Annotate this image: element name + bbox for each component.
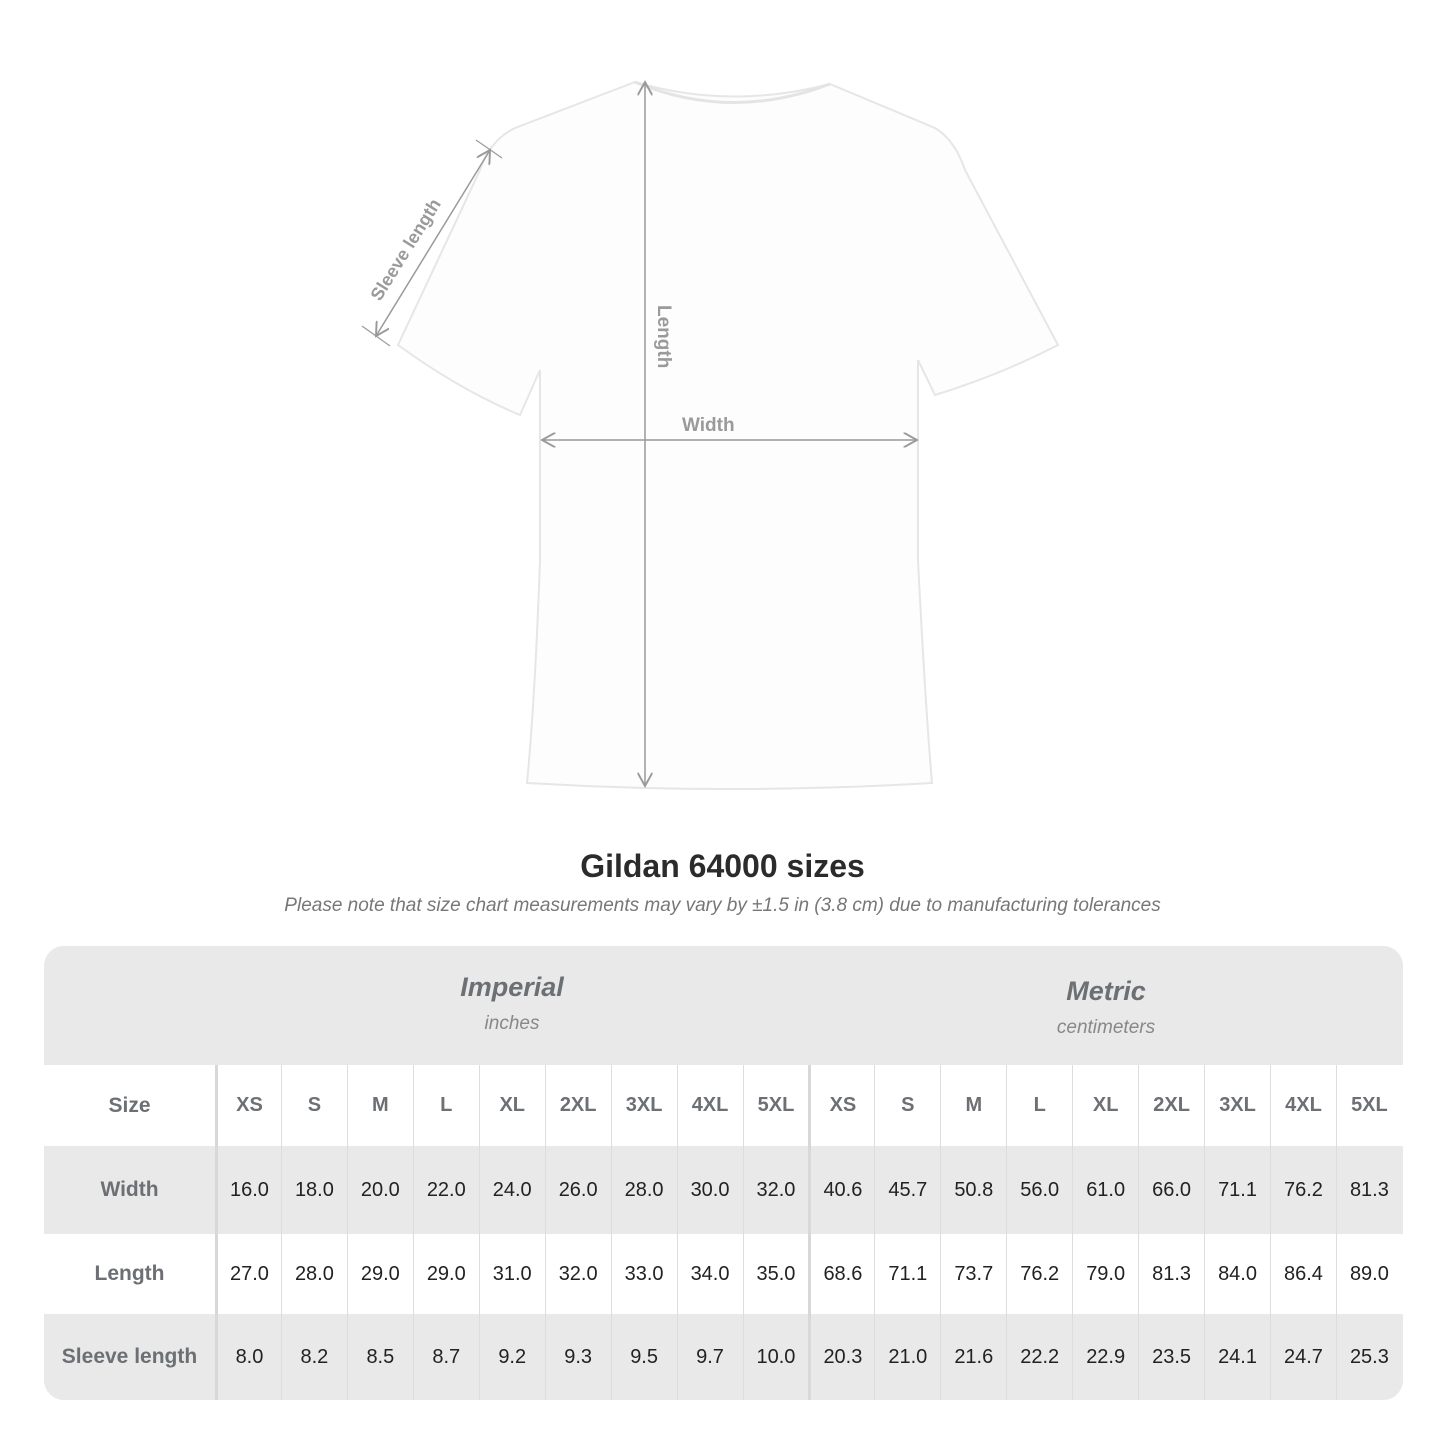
value-cell: 35.0 [742, 1234, 809, 1314]
value-cell: 21.6 [940, 1314, 1006, 1400]
value-cell: 40.6 [808, 1146, 874, 1234]
value-cell: 29.0 [412, 1234, 479, 1314]
metric-unit: centimeters [1056, 1017, 1156, 1038]
row-label: Width [100, 1178, 159, 1201]
value-cell: 28.0 [610, 1146, 677, 1234]
length-label: Length [653, 305, 674, 368]
metric-heading: Metric [1066, 976, 1146, 1006]
value-cell: 23.5 [1138, 1314, 1204, 1400]
value-cell: 61.0 [1072, 1146, 1138, 1234]
value-cell: 28.0 [280, 1234, 347, 1314]
size-header-cell: 2XL [1138, 1065, 1204, 1146]
value-cell: 8.0 [215, 1314, 281, 1400]
size-header-cell: 5XL [1335, 1065, 1402, 1146]
value-cell: 81.3 [1138, 1234, 1204, 1314]
value-cell: 16.0 [215, 1146, 281, 1234]
value-cell: 71.1 [1204, 1146, 1270, 1234]
size-header-cell: XS [215, 1065, 281, 1146]
value-cell: 81.3 [1335, 1146, 1402, 1234]
value-cell: 68.6 [808, 1234, 874, 1314]
value-cell: 26.0 [544, 1146, 611, 1234]
metric-group: Metric centimeters [809, 976, 1403, 1039]
size-header-cell: 3XL [610, 1065, 677, 1146]
size-header-cell: XL [1072, 1065, 1138, 1146]
value-cell: 22.0 [412, 1146, 479, 1234]
tshirt-diagram: Sleeve length Length Width [361, 0, 1060, 790]
value-cell: 24.1 [1204, 1314, 1270, 1400]
size-header-cell: M [346, 1065, 413, 1146]
value-cell: 8.5 [346, 1314, 413, 1400]
value-cell: 24.7 [1270, 1314, 1336, 1400]
value-cell: 76.2 [1006, 1234, 1072, 1314]
value-cell: 34.0 [676, 1234, 743, 1314]
value-cell: 73.7 [940, 1234, 1006, 1314]
size-header-cell: S [280, 1065, 347, 1146]
imperial-group: Imperial inches [215, 972, 809, 1035]
value-cell: 86.4 [1270, 1234, 1336, 1314]
value-cell: 24.0 [478, 1146, 545, 1234]
value-cell: 8.2 [280, 1314, 347, 1400]
value-cell: 20.3 [808, 1314, 874, 1400]
size-header-cell: 5XL [742, 1065, 809, 1146]
imperial-heading: Imperial [460, 972, 564, 1002]
size-header-cell: S [874, 1065, 940, 1146]
size-header-cell: 4XL [1270, 1065, 1336, 1146]
table-row: Width 16.0 18.0 20.0 22.0 24.0 26.0 28.0 30.0 32.… [44, 1146, 1403, 1234]
value-cell: 56.0 [1006, 1146, 1072, 1234]
value-cell: 33.0 [610, 1234, 677, 1314]
value-cell: 32.0 [742, 1146, 809, 1234]
value-cell: 9.7 [676, 1314, 743, 1400]
value-cell: 27.0 [215, 1234, 281, 1314]
width-label: Width [682, 415, 735, 436]
size-table: Imperial inches Metric centimeters Size X… [44, 946, 1403, 1400]
size-header-cell: L [1006, 1065, 1072, 1146]
size-header-cell: XL [478, 1065, 545, 1146]
value-cell: 71.1 [874, 1234, 940, 1314]
value-cell: 10.0 [742, 1314, 809, 1400]
value-cell: 31.0 [478, 1234, 545, 1314]
value-cell: 22.2 [1006, 1314, 1072, 1400]
value-cell: 30.0 [676, 1146, 743, 1234]
value-cell: 8.7 [412, 1314, 479, 1400]
value-cell: 76.2 [1270, 1146, 1336, 1234]
size-header-row: Size XS S M L XL 2XL 3XL 4XL 5XL XS S M L XL 2XL 3XL 4XL 5… [44, 1065, 1403, 1146]
size-header-cell: 4XL [676, 1065, 743, 1146]
value-cell: 89.0 [1335, 1234, 1402, 1314]
table-row: Sleeve length 8.0 8.2 8.5 8.7 9.2 9.3 9.5 9.7 10.… [44, 1314, 1403, 1400]
value-cell: 50.8 [940, 1146, 1006, 1234]
value-cell: 9.5 [610, 1314, 677, 1400]
value-cell: 18.0 [280, 1146, 347, 1234]
table-row: Length 27.0 28.0 29.0 29.0 31.0 32.0 33.0 34.0 35… [44, 1234, 1403, 1314]
unit-header-band: Imperial inches Metric centimeters [44, 946, 1403, 1064]
size-header-cell: M [940, 1065, 1006, 1146]
chart-title: Gildan 64000 sizes [580, 848, 865, 884]
value-cell: 9.3 [544, 1314, 611, 1400]
sleeve-measure-line [376, 150, 490, 336]
value-cell: 45.7 [874, 1146, 940, 1234]
value-cell: 25.3 [1335, 1314, 1402, 1400]
value-cell: 9.2 [478, 1314, 545, 1400]
value-cell: 21.0 [874, 1314, 940, 1400]
imperial-unit: inches [484, 1013, 540, 1034]
size-header-cell: 3XL [1204, 1065, 1270, 1146]
size-header-cell: XS [808, 1065, 874, 1146]
value-cell: 84.0 [1204, 1234, 1270, 1314]
value-cell: 29.0 [346, 1234, 413, 1314]
value-cell: 20.0 [346, 1146, 413, 1234]
tolerance-note: Please note that size chart measurements… [284, 895, 1161, 916]
value-cell: 79.0 [1072, 1234, 1138, 1314]
row-label: Size [108, 1093, 151, 1117]
row-label: Sleeve length [61, 1345, 198, 1368]
size-header-cell: 2XL [544, 1065, 611, 1146]
row-label: Length [94, 1262, 165, 1285]
value-cell: 66.0 [1138, 1146, 1204, 1234]
size-header-cell: L [412, 1065, 479, 1146]
value-cell: 22.9 [1072, 1314, 1138, 1400]
value-cell: 32.0 [544, 1234, 611, 1314]
